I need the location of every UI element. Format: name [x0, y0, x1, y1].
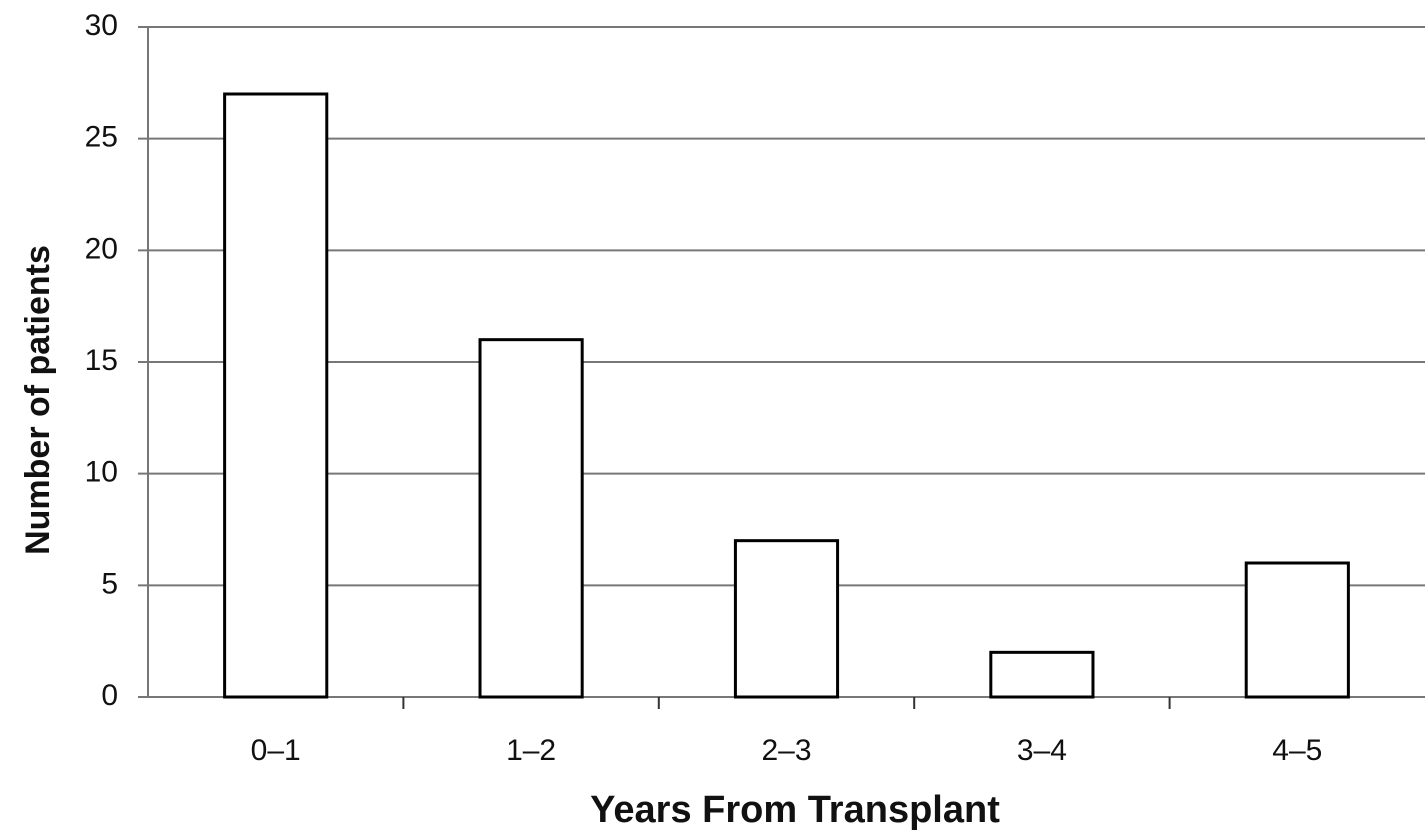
- bar: [989, 650, 1095, 699]
- bar: [1244, 561, 1350, 699]
- x-tick-label: 4–5: [1272, 734, 1322, 767]
- y-tick-label: 5: [101, 567, 118, 600]
- x-axis-label: Years From Transplant: [590, 789, 1000, 831]
- bar: [478, 338, 584, 699]
- x-tick-label: 0–1: [251, 734, 301, 767]
- y-axis-label: Number of patients: [19, 245, 57, 555]
- y-tick-label: 15: [85, 344, 118, 377]
- bar: [733, 539, 840, 699]
- y-tick-label: 20: [85, 232, 118, 265]
- y-tick-label: 25: [85, 121, 118, 154]
- x-tick-label: 3–4: [1017, 734, 1067, 767]
- y-tick-label: 0: [101, 679, 118, 712]
- y-tick-label: 30: [85, 9, 118, 42]
- x-tick-label: 1–2: [506, 734, 556, 767]
- x-tick-label: 2–3: [761, 734, 811, 767]
- bar: [223, 92, 329, 699]
- y-tick-label: 10: [85, 456, 118, 489]
